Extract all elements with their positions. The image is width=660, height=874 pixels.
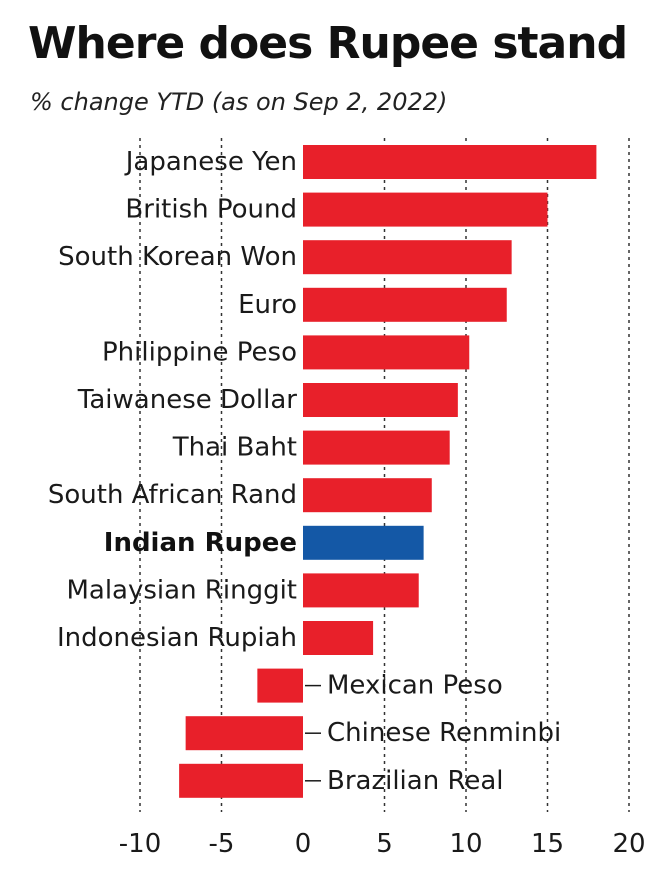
bar bbox=[303, 240, 512, 275]
category-label: Indonesian Rupiah bbox=[57, 623, 297, 653]
chart-subtitle: % change YTD (as on Sep 2, 2022) bbox=[30, 88, 448, 116]
bar bbox=[303, 478, 432, 513]
category-label: Chinese Renminbi bbox=[327, 718, 561, 748]
category-label: British Pound bbox=[125, 195, 297, 225]
bar bbox=[303, 621, 374, 655]
bar bbox=[303, 525, 424, 560]
grid-lines bbox=[139, 138, 630, 812]
x-tick-label: 20 bbox=[612, 829, 645, 859]
category-label: Indian Rupee bbox=[104, 528, 297, 558]
bar bbox=[185, 716, 303, 751]
bar bbox=[257, 668, 303, 703]
x-axis-ticks: -10 -5 0 5 10 15 20 bbox=[119, 829, 646, 859]
bar bbox=[303, 383, 458, 417]
bar bbox=[303, 430, 450, 465]
category-label: Philippine Peso bbox=[102, 337, 297, 367]
x-tick-label: 0 bbox=[295, 829, 312, 859]
x-tick-label: 5 bbox=[376, 829, 393, 859]
x-tick-label: -5 bbox=[209, 829, 235, 859]
bar bbox=[303, 573, 419, 608]
x-tick-label: 10 bbox=[449, 829, 482, 859]
x-tick-label: -10 bbox=[119, 829, 161, 859]
bar bbox=[303, 287, 507, 322]
chart-title: Where does Rupee stand bbox=[28, 18, 628, 69]
category-label: Euro bbox=[238, 290, 297, 320]
category-label: Taiwanese Dollar bbox=[77, 385, 298, 415]
category-label: Thai Baht bbox=[172, 433, 297, 463]
x-tick-label: 15 bbox=[531, 829, 564, 859]
category-label: Mexican Peso bbox=[327, 671, 503, 701]
category-label: Japanese Yen bbox=[124, 147, 297, 177]
category-label: Brazilian Real bbox=[327, 766, 504, 796]
category-label: South African Rand bbox=[48, 480, 297, 510]
bar bbox=[303, 145, 597, 179]
category-label: South Korean Won bbox=[58, 242, 297, 272]
bar bbox=[303, 335, 470, 370]
category-labels: Japanese Yen British Pound South Korean Wo… bbox=[48, 147, 561, 796]
category-label: Malaysian Ringgit bbox=[66, 575, 297, 605]
bars bbox=[179, 145, 597, 798]
bar bbox=[303, 192, 548, 227]
bar bbox=[179, 763, 303, 798]
